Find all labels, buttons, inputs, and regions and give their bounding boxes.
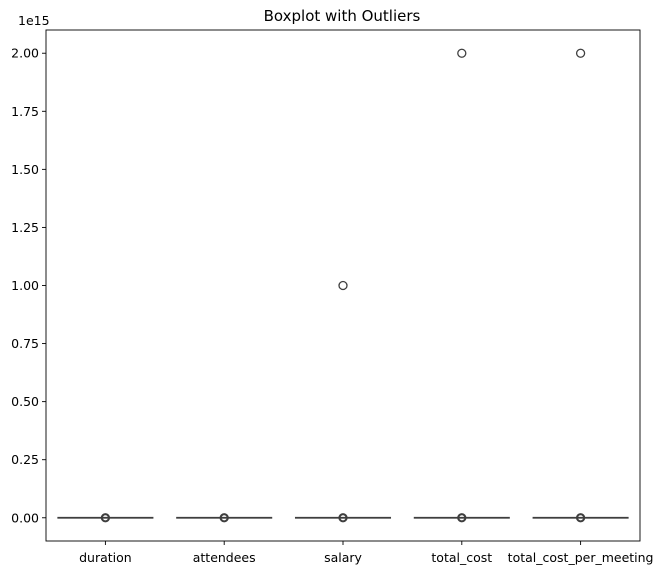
- outlier-point-duration: [101, 513, 110, 522]
- plot-area: 0.00 0.25 0.50 0.75 1.00 1.25 1.50 1.75 2.00 dura…: [11, 29, 654, 565]
- chart-title: Boxplot with Outliers: [264, 7, 421, 25]
- outlier-point-salary: [338, 280, 348, 291]
- y-tick-label: 0.25: [11, 452, 39, 467]
- outlier-point-total_cost_per_meeting: [575, 513, 586, 523]
- x-tick-label: total_cost_per_meeting: [508, 550, 654, 565]
- y-tick-label: 1.75: [11, 104, 39, 119]
- y-tick-label: 2.00: [11, 46, 39, 61]
- x-tick-label: total_cost: [431, 550, 492, 565]
- plot-frame: [45, 29, 641, 542]
- y-tick-label: 0.75: [11, 336, 39, 351]
- y-tick-label: 1.50: [11, 162, 39, 177]
- y-tick-label: 1.00: [11, 278, 39, 293]
- y-axis-scale-label: 1e15: [18, 13, 50, 28]
- x-tick-label: salary: [324, 550, 362, 565]
- y-tick-label: 0.50: [11, 394, 39, 409]
- y-tick-label: 1.25: [11, 220, 39, 235]
- outlier-point-total_cost: [457, 513, 467, 523]
- outlier-point-total_cost_per_meeting: [575, 48, 586, 58]
- outlier-point-salary: [339, 513, 347, 522]
- outlier-point-total_cost_per_meeting: [576, 513, 585, 522]
- outlier-point-attendees: [220, 513, 229, 522]
- outlier-point-total_cost: [457, 48, 467, 58]
- outlier-point-total_cost: [457, 513, 466, 522]
- outlier-point-duration: [100, 513, 111, 523]
- x-tick-label: attendees: [193, 550, 256, 565]
- x-tick-label: duration: [79, 550, 132, 565]
- outlier-point-salary: [338, 513, 348, 523]
- y-tick-label: 0.00: [11, 510, 39, 525]
- outlier-point-attendees: [219, 513, 229, 523]
